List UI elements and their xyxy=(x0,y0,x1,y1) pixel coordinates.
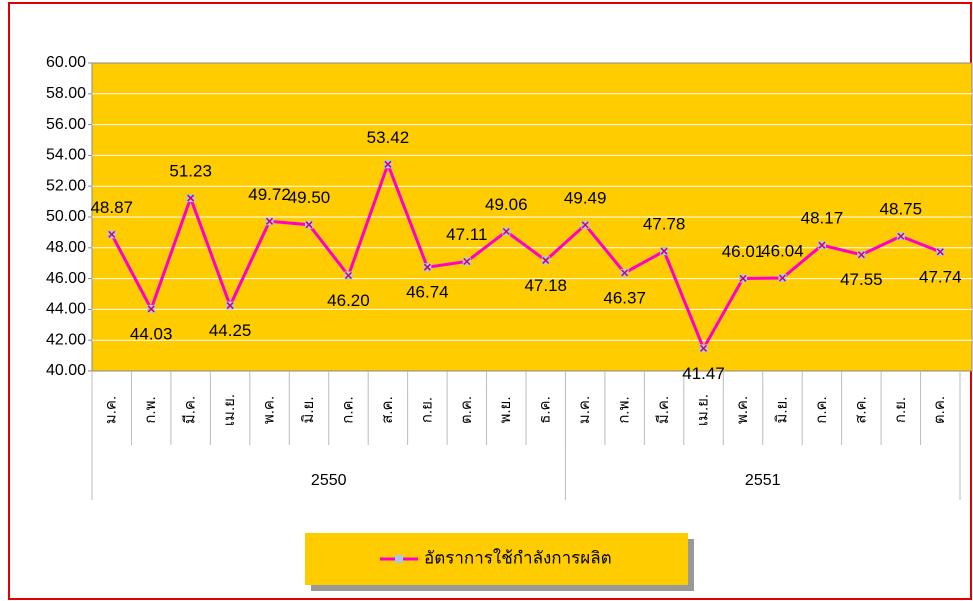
data-label: 47.18 xyxy=(524,276,567,295)
marker-cross xyxy=(423,263,431,271)
data-label: 46.01 xyxy=(722,242,765,261)
marker-cross xyxy=(778,274,786,282)
x-tick-label: เม.ย. xyxy=(695,394,712,426)
data-label: 46.20 xyxy=(327,291,370,310)
marker-cross xyxy=(266,217,274,225)
y-tick-label: 48.00 xyxy=(46,239,86,256)
line xyxy=(110,160,941,352)
marker-cross xyxy=(463,257,471,266)
y-tick-label: 54.00 xyxy=(46,147,86,164)
x-tick-label: ส.ค. xyxy=(852,396,869,424)
marker-cross xyxy=(502,227,510,236)
marker-cross xyxy=(897,232,905,240)
data-label: 46.74 xyxy=(406,283,449,302)
data-label: 53.42 xyxy=(367,128,410,147)
y-tick-label: 50.00 xyxy=(46,208,86,225)
y-tick-label: 52.00 xyxy=(46,177,86,194)
x-tick-label: ก.พ. xyxy=(142,396,159,423)
marker-cross xyxy=(344,271,352,280)
data-label: 47.55 xyxy=(840,270,883,289)
marker-cross xyxy=(305,221,313,229)
x-tick-label: ธ.ค. xyxy=(537,396,554,424)
x-tick-label: ก.ค. xyxy=(339,396,356,423)
group-label: 2550 xyxy=(311,472,347,489)
data-label: 44.25 xyxy=(209,321,252,340)
x-tick-label: ก.พ. xyxy=(616,396,633,423)
marker-cross xyxy=(108,230,116,238)
group-label: 2551 xyxy=(745,472,781,489)
marker-cross xyxy=(936,248,944,256)
marker-cross xyxy=(226,302,234,310)
x-tick-label: พ.ย. xyxy=(497,396,514,423)
x-tick-label: พ.ค. xyxy=(734,396,751,424)
data-label: 49.72 xyxy=(248,185,291,204)
data-label: 44.03 xyxy=(130,324,173,343)
data-label: 47.11 xyxy=(446,225,487,244)
marker-cross xyxy=(384,160,392,168)
x-tick-label: เม.ย. xyxy=(221,394,238,426)
marker-cross xyxy=(621,269,629,277)
marker-cross xyxy=(542,256,550,264)
marker-cross xyxy=(739,274,747,282)
x-tick-label: ต.ค. xyxy=(458,396,475,424)
legend-label: อัตราการใช้กำลังการผลิต xyxy=(424,547,612,567)
y-tick-label: 56.00 xyxy=(46,116,86,133)
data-label: 48.75 xyxy=(880,200,923,219)
legend xyxy=(305,533,688,585)
marker-cross xyxy=(581,221,589,229)
y-tick-label: 46.00 xyxy=(46,270,86,287)
data-label: 48.17 xyxy=(801,209,844,228)
y-tick-label: 44.00 xyxy=(46,301,86,318)
marker-cross xyxy=(187,194,195,202)
x-tick-label: มิ.ย. xyxy=(773,396,790,423)
x-tick-label: ก.ย. xyxy=(418,397,435,423)
data-label: 48.87 xyxy=(90,198,133,217)
data-label: 41.47 xyxy=(682,364,725,383)
y-tick-label: 42.00 xyxy=(46,331,86,348)
data-label: 47.74 xyxy=(919,267,962,286)
x-tick-label: พ.ค. xyxy=(261,396,278,424)
x-tick-label: ต.ค. xyxy=(931,396,948,424)
marker-cross xyxy=(147,305,155,313)
legend-marker xyxy=(395,555,403,563)
x-tick-label: มี.ค. xyxy=(655,396,672,424)
x-tick-label: ก.ย. xyxy=(892,397,909,423)
x-tick-label: มิ.ย. xyxy=(300,396,317,423)
y-tick-label: 40.00 xyxy=(46,362,86,379)
x-tick-label: ม.ค. xyxy=(103,396,120,424)
marker-cross xyxy=(857,251,865,259)
y-tick-label: 60.00 xyxy=(46,54,86,71)
marker-cross xyxy=(818,241,826,249)
data-label: 47.78 xyxy=(643,215,686,234)
data-label: 49.06 xyxy=(485,195,528,214)
x-tick-label: ม.ค. xyxy=(576,396,593,424)
data-label: 46.04 xyxy=(761,241,804,260)
x-tick-label: ก.ค. xyxy=(813,396,830,423)
marker-cross xyxy=(660,247,668,255)
data-label: 49.49 xyxy=(564,188,607,207)
marker-cross xyxy=(700,344,708,352)
x-tick-label: มี.ค. xyxy=(182,396,199,424)
data-label: 46.37 xyxy=(603,288,646,307)
data-label: 51.23 xyxy=(169,162,212,181)
y-tick-label: 58.00 xyxy=(46,85,86,102)
data-label: 49.50 xyxy=(288,188,331,207)
x-tick-label: ส.ค. xyxy=(379,396,396,424)
